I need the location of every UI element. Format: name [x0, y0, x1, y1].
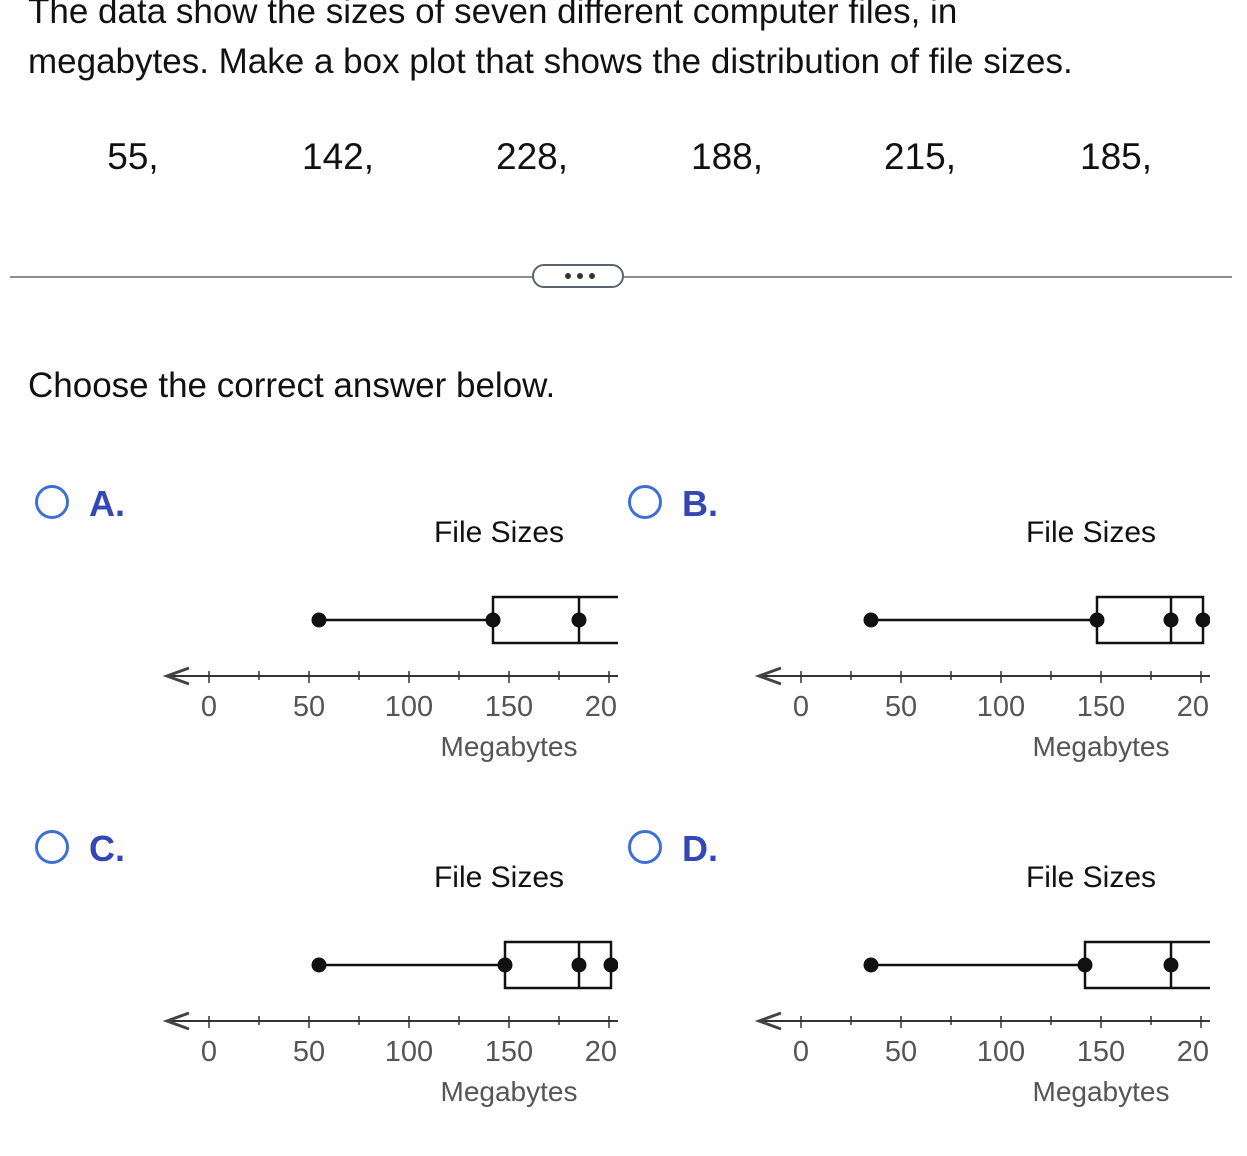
box-plot: File Sizes 0 50 100 150 200Megabytes: [754, 861, 1210, 1107]
radio-button[interactable]: [628, 830, 662, 864]
data-value: 188,: [690, 136, 764, 177]
x-tick-label: 0: [201, 1036, 217, 1068]
x-tick-label: 50: [293, 691, 325, 723]
option-letter: A.: [89, 483, 125, 524]
x-axis-label: Megabytes: [441, 731, 578, 762]
radio-button[interactable]: [35, 830, 69, 864]
x-tick-label: 150: [1077, 691, 1125, 723]
box: [491, 595, 618, 645]
point: [1163, 957, 1179, 973]
x-tick-label: 50: [885, 1036, 917, 1068]
box-plot: File Sizes 0 50 100 150 200Megabytes: [162, 516, 618, 762]
x-tick-label: 200: [585, 1036, 618, 1068]
option-letter: C.: [89, 828, 125, 869]
point: [497, 957, 513, 973]
box-plot: File Sizes 0 50 100 150 200Megabytes: [754, 516, 1210, 762]
x-tick-label: 50: [293, 1036, 325, 1068]
point: [571, 612, 587, 628]
point: [603, 957, 618, 973]
x-tick-label: 0: [793, 1036, 809, 1068]
point: [311, 957, 327, 973]
chart-title: File Sizes: [434, 516, 564, 549]
option-letter: D.: [682, 828, 718, 869]
point: [1163, 612, 1179, 628]
x-tick-label: 100: [977, 691, 1025, 723]
x-tick-label: 200: [585, 691, 618, 723]
data-value: 55,: [107, 136, 159, 177]
radio-button[interactable]: [35, 485, 69, 519]
data-value: 215,: [883, 136, 957, 177]
point: [485, 612, 501, 628]
x-tick-label: 100: [385, 1036, 433, 1068]
axis-arrow: [754, 666, 782, 686]
option-letter: B.: [682, 483, 718, 524]
question-line: The data show the sizes of seven differe…: [28, 0, 958, 31]
x-axis-label: Megabytes: [1033, 731, 1170, 762]
box-plot: File Sizes 0 50 100 150 200Megabytes: [162, 861, 618, 1107]
x-tick-label: 100: [385, 691, 433, 723]
chart-title: File Sizes: [1026, 516, 1156, 549]
x-tick-label: 150: [485, 691, 533, 723]
radio-button[interactable]: [628, 485, 662, 519]
axis-arrow: [754, 1011, 782, 1031]
x-axis-label: Megabytes: [441, 1076, 578, 1107]
point: [1195, 612, 1210, 628]
x-axis-label: Megabytes: [1033, 1076, 1170, 1107]
point: [863, 957, 879, 973]
x-tick-label: 150: [485, 1036, 533, 1068]
point: [863, 612, 879, 628]
data-value: 142,: [301, 136, 375, 177]
box: [1095, 595, 1205, 645]
x-tick-label: 0: [201, 691, 217, 723]
box: [503, 940, 613, 990]
x-tick-label: 50: [885, 691, 917, 723]
question-line: megabytes. Make a box plot that shows th…: [28, 42, 1073, 81]
axis-arrow: [162, 666, 190, 686]
chart-title: File Sizes: [1026, 861, 1156, 894]
prompt: Choose the correct answer below.: [28, 366, 556, 405]
x-tick-label: 200: [1177, 691, 1210, 723]
x-tick-label: 0: [793, 691, 809, 723]
data-value: 228,: [495, 136, 569, 177]
axis-arrow: [162, 1011, 190, 1031]
box: [1083, 940, 1210, 990]
x-tick-label: 100: [977, 1036, 1025, 1068]
point: [1077, 957, 1093, 973]
point: [311, 612, 327, 628]
ellipsis: [565, 273, 595, 279]
expand-button[interactable]: [532, 264, 624, 288]
point: [1089, 612, 1105, 628]
data-value: 185,: [1079, 136, 1153, 177]
x-tick-label: 200: [1177, 1036, 1210, 1068]
point: [571, 957, 587, 973]
chart-title: File Sizes: [434, 861, 564, 894]
x-tick-label: 150: [1077, 1036, 1125, 1068]
